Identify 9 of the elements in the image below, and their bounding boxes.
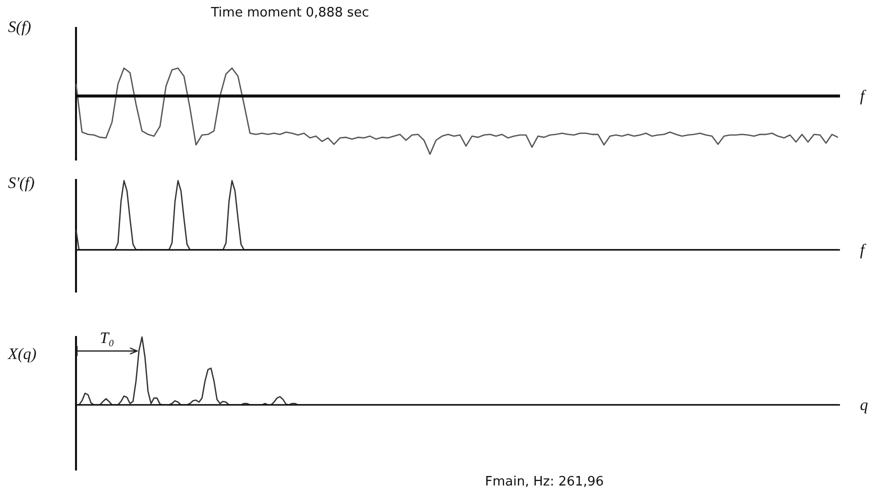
x-axis-title: q <box>860 397 868 414</box>
x-axis-title: f <box>860 88 867 106</box>
text: Fmain, Hz: 261,96 <box>485 474 604 490</box>
y-axis-title: S(f) <box>8 19 32 36</box>
x-axis-title: f <box>860 242 867 260</box>
annotation: T₀ <box>100 330 114 348</box>
chart-title: Time moment 0,888 sec <box>210 5 369 20</box>
y-axis-title: X(q) <box>7 346 36 364</box>
y-axis-title: S'(f) <box>8 175 35 192</box>
